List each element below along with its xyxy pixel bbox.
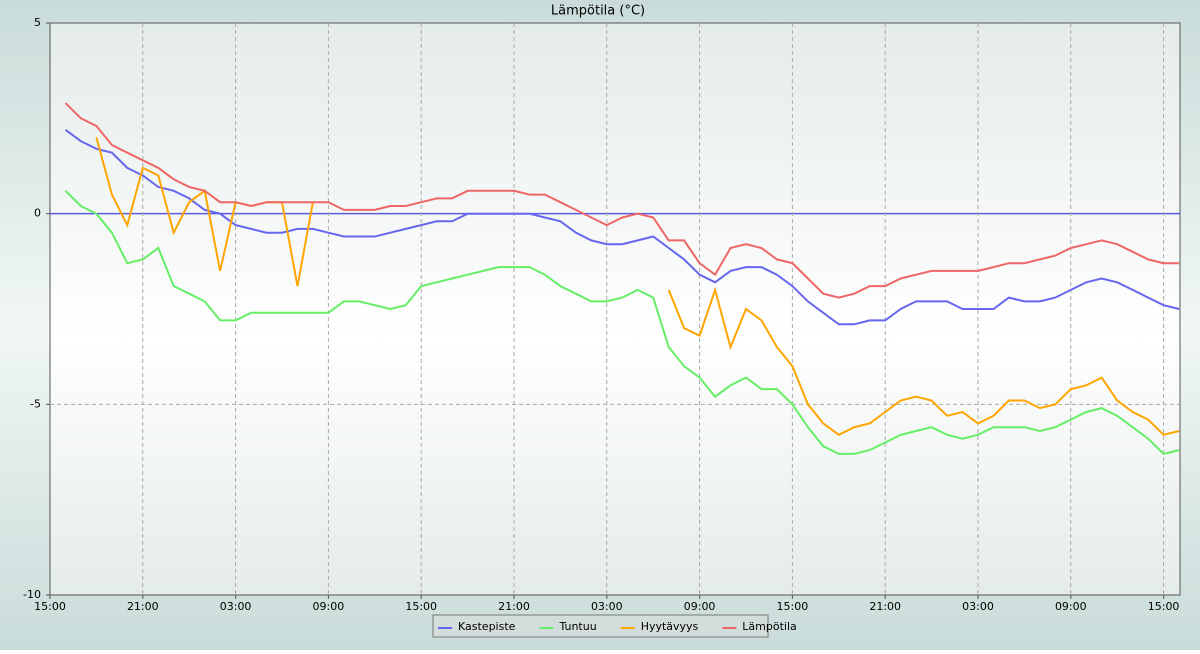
series-line (64, 128, 1180, 326)
x-tick-label: 09:00 (313, 600, 345, 613)
x-tick-label: 21:00 (498, 600, 530, 613)
labels: -10 -5 0 5 15:00 21:00 03:00 09:00 15:00 21:00 03:… (23, 16, 1179, 613)
x-tick-label: 03:00 (591, 600, 623, 613)
x-tick-label: 09:00 (684, 600, 716, 613)
series-line (64, 190, 1180, 456)
x-tick-label: 15:00 (1148, 600, 1180, 613)
legend-box (432, 614, 769, 638)
legend-label: Hyytävyys (641, 620, 699, 633)
y-tick-label: 5 (34, 16, 41, 29)
legend-label: Lämpötila (742, 620, 796, 633)
x-tick-label: 15:00 (405, 600, 437, 613)
x-tick-label: 09:00 (1055, 600, 1087, 613)
y-tick-label: -5 (30, 397, 41, 410)
legend-label: Tuntuu (558, 620, 596, 633)
x-tick-label: 21:00 (127, 600, 159, 613)
chart-title: Lämpötila (°C) (551, 4, 645, 19)
legend: Kastepiste Tuntuu Hyytävyys Lämpötila (438, 620, 797, 633)
x-tick-label: 21:00 (869, 600, 901, 613)
y-tick-label: -10 (23, 588, 41, 601)
x-tick-label: 03:00 (220, 600, 252, 613)
x-tick-label: 15:00 (34, 600, 66, 613)
plot-area (49, 22, 1181, 596)
x-tick-label: 15:00 (777, 600, 809, 613)
lines (64, 102, 1180, 456)
x-tick-label: 03:00 (962, 600, 994, 613)
series-line (64, 102, 1180, 299)
y-tick-label: 0 (34, 207, 41, 220)
legend-label: Kastepiste (458, 620, 516, 633)
grid (46, 22, 1180, 599)
